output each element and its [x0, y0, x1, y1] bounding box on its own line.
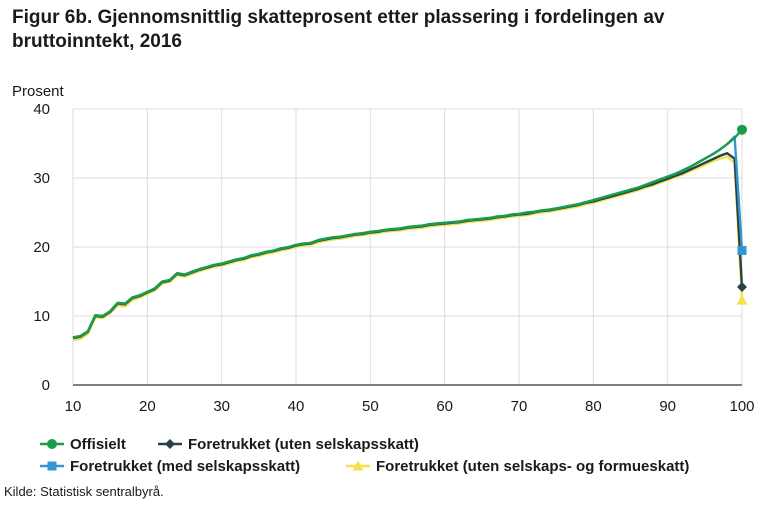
legend-label: Foretrukket (uten selskapsskatt) — [188, 436, 419, 453]
series-end-marker — [737, 124, 747, 135]
x-tick-label: 80 — [585, 398, 602, 415]
y-tick-label: 30 — [33, 170, 50, 187]
x-tick-label: 100 — [729, 398, 754, 415]
x-tick-label: 60 — [436, 398, 453, 415]
y-tick-label: 0 — [42, 377, 50, 394]
y-tick-label: 40 — [33, 101, 50, 118]
series-end-marker — [737, 245, 747, 255]
x-tick-label: 10 — [65, 398, 82, 415]
legend-label: Foretrukket (med selskapsskatt) — [70, 458, 300, 475]
y-tick-label: 10 — [33, 308, 50, 325]
x-tick-label: 90 — [659, 398, 676, 415]
legend-marker — [352, 460, 364, 471]
legend-label: Offisielt — [70, 436, 126, 453]
legend-label: Foretrukket (uten selskaps- og formueska… — [376, 458, 689, 475]
series-end-marker — [736, 294, 748, 305]
series-line — [72, 155, 744, 342]
source-note: Kilde: Statistisk sentralbyrå. — [4, 484, 164, 499]
y-tick-label: 20 — [33, 239, 50, 256]
y-axis-label: Prosent — [12, 83, 65, 100]
legend-marker — [165, 439, 175, 449]
legend-marker — [47, 439, 57, 449]
series-line — [72, 128, 743, 339]
legend-marker — [47, 461, 57, 471]
chart-title: Figur 6b. Gjennomsnittlig skatteprosent … — [12, 7, 665, 52]
x-tick-label: 50 — [362, 398, 379, 415]
series-end-marker — [737, 282, 747, 293]
x-tick-label: 70 — [511, 398, 528, 415]
x-tick-label: 30 — [213, 398, 230, 415]
x-tick-label: 20 — [139, 398, 156, 415]
x-tick-label: 40 — [288, 398, 305, 415]
series-line — [72, 135, 744, 339]
series-line — [72, 151, 744, 340]
